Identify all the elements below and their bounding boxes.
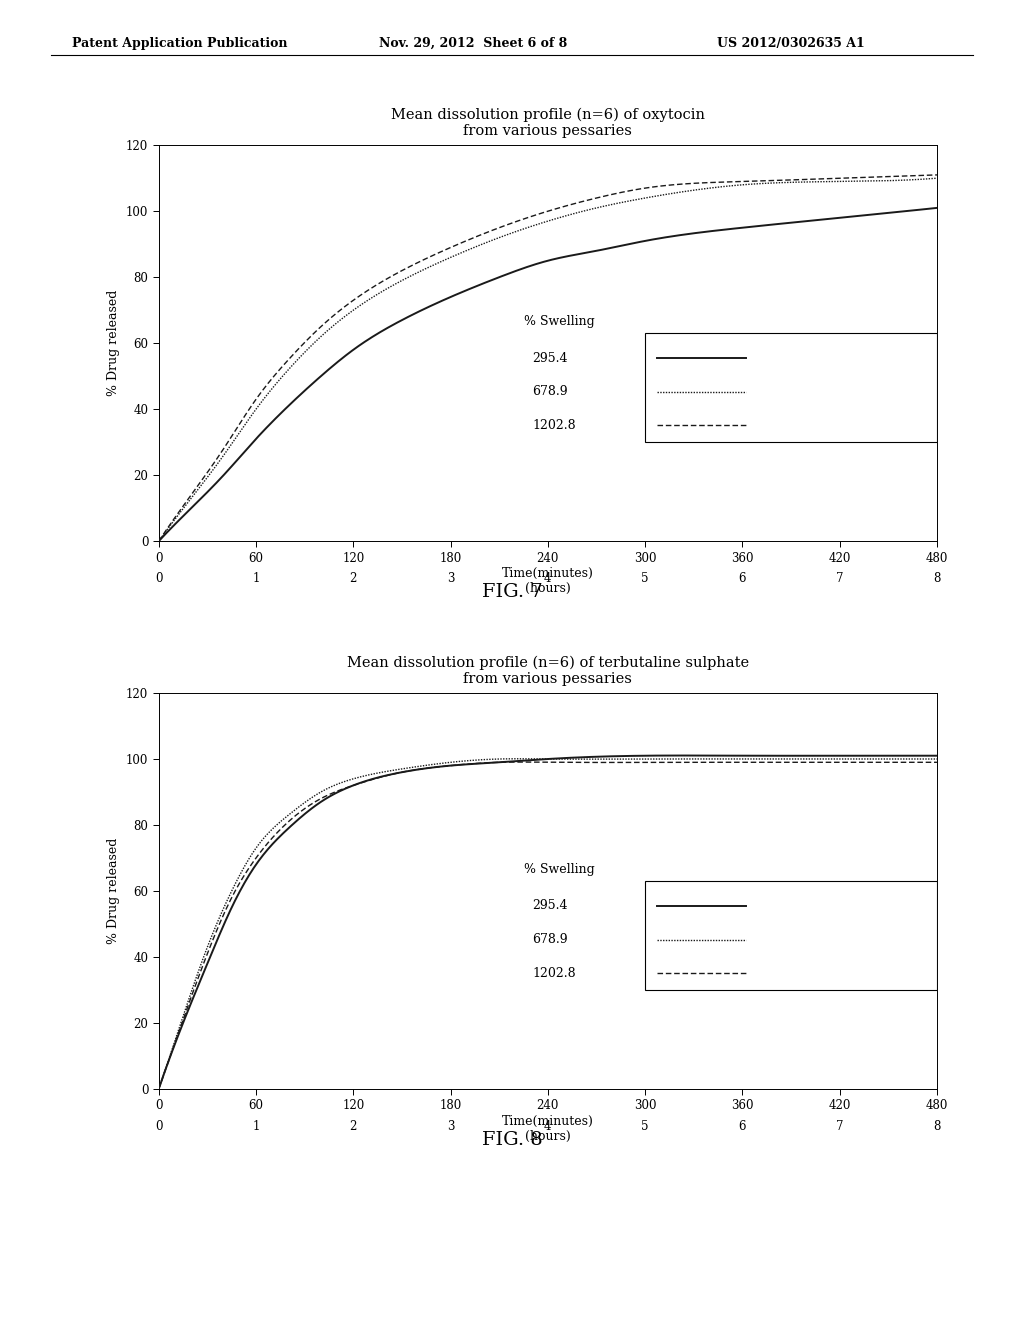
Text: FIG. 7: FIG. 7 (481, 583, 543, 602)
Text: % Swelling: % Swelling (524, 315, 595, 329)
Text: A03003 (CLP): A03003 (CLP) (758, 351, 847, 364)
Text: 5: 5 (641, 1119, 649, 1133)
Y-axis label: % Drug released: % Drug released (108, 290, 121, 396)
Text: 678.9: 678.9 (532, 933, 568, 946)
Bar (645, 882, 937, 990)
X-axis label: Time(minutes)
(hours): Time(minutes) (hours) (502, 568, 594, 595)
Text: Patent Application Publication: Patent Application Publication (72, 37, 287, 50)
Text: 8: 8 (933, 572, 941, 585)
Text: US 2012/0302635 A1: US 2012/0302635 A1 (717, 37, 864, 50)
Text: 0: 0 (155, 1119, 163, 1133)
Text: A03003 (CLP): A03003 (CLP) (758, 899, 847, 912)
Text: 3: 3 (446, 572, 455, 585)
Text: 0: 0 (155, 572, 163, 585)
Text: 295.4: 295.4 (532, 899, 567, 912)
Text: 7: 7 (836, 1119, 844, 1133)
Bar (645, 334, 937, 442)
Text: A03032 (LP): A03032 (LP) (758, 966, 838, 979)
Text: 6: 6 (738, 572, 746, 585)
Text: 295.4: 295.4 (532, 351, 567, 364)
Text: Nov. 29, 2012  Sheet 6 of 8: Nov. 29, 2012 Sheet 6 of 8 (379, 37, 567, 50)
Text: A03032 (LP): A03032 (LP) (758, 418, 838, 432)
Text: 2: 2 (349, 572, 357, 585)
Text: 3: 3 (446, 1119, 455, 1133)
Y-axis label: % Drug released: % Drug released (108, 838, 121, 944)
Text: FIG. 8: FIG. 8 (481, 1131, 543, 1150)
X-axis label: Time(minutes)
(hours): Time(minutes) (hours) (502, 1115, 594, 1143)
Text: 8: 8 (933, 1119, 941, 1133)
Text: 1202.8: 1202.8 (532, 418, 575, 432)
Text: A03030 (LP): A03030 (LP) (758, 385, 838, 399)
Text: % Swelling: % Swelling (524, 863, 595, 876)
Text: 1202.8: 1202.8 (532, 966, 575, 979)
Title: Mean dissolution profile (n=6) of terbutaline sulphate
from various pessaries: Mean dissolution profile (n=6) of terbut… (347, 656, 749, 686)
Text: 4: 4 (544, 572, 552, 585)
Text: A03030 (LP): A03030 (LP) (758, 933, 838, 946)
Text: 1: 1 (252, 572, 260, 585)
Text: 678.9: 678.9 (532, 385, 568, 399)
Text: 1: 1 (252, 1119, 260, 1133)
Text: 4: 4 (544, 1119, 552, 1133)
Text: 5: 5 (641, 572, 649, 585)
Text: 7: 7 (836, 572, 844, 585)
Title: Mean dissolution profile (n=6) of oxytocin
from various pessaries: Mean dissolution profile (n=6) of oxytoc… (391, 108, 705, 139)
Text: 6: 6 (738, 1119, 746, 1133)
Text: 2: 2 (349, 1119, 357, 1133)
